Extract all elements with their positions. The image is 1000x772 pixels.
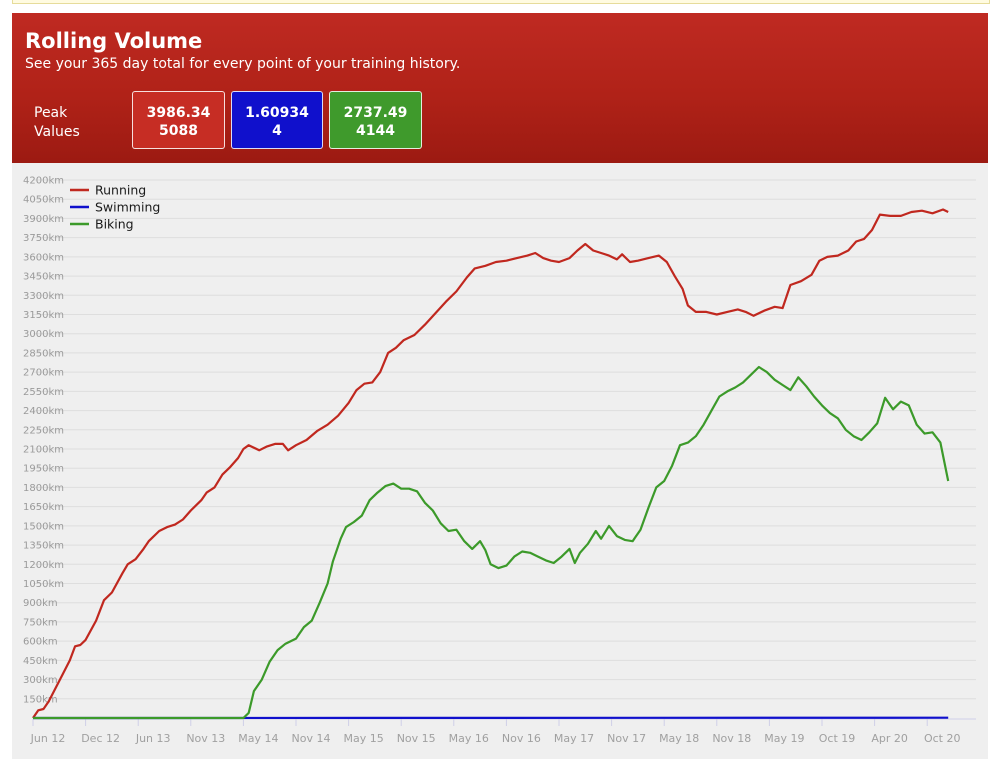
y-tick-label: 600km xyxy=(23,637,58,648)
y-tick-label: 4200km xyxy=(23,176,64,187)
y-tick-label: 1950km xyxy=(23,464,64,475)
y-tick-label: 3000km xyxy=(23,329,64,340)
y-tick-label: 3600km xyxy=(23,252,64,263)
x-tick-label: May 15 xyxy=(343,732,383,745)
x-tick-label: Jun 12 xyxy=(30,732,66,745)
peak-running-value: 3986.34 xyxy=(146,105,211,121)
y-tick-label: 150km xyxy=(23,694,58,705)
y-tick-label: 3750km xyxy=(23,233,64,244)
y-tick-label: 3450km xyxy=(23,272,64,283)
y-tick-label: 750km xyxy=(23,617,58,628)
x-tick-label: May 18 xyxy=(659,732,699,745)
x-tick-label: Jun 13 xyxy=(135,732,171,745)
y-tick-label: 300km xyxy=(23,675,58,686)
peak-running-id: 5088 xyxy=(159,123,198,139)
y-tick-label: 1050km xyxy=(23,579,64,590)
panel-header: Rolling Volume See your 365 day total fo… xyxy=(12,13,988,163)
x-tick-label: Oct 20 xyxy=(924,732,961,745)
y-tick-label: 1650km xyxy=(23,502,64,513)
x-tick-label: Nov 15 xyxy=(397,732,436,745)
y-tick-label: 4050km xyxy=(23,195,64,206)
y-tick-label: 1350km xyxy=(23,541,64,552)
x-tick-label: May 14 xyxy=(238,732,278,745)
peak-biking-badge: 2737.49 4144 xyxy=(329,91,422,149)
page-subtitle: See your 365 day total for every point o… xyxy=(25,56,461,72)
y-tick-label: 3300km xyxy=(23,291,64,302)
x-tick-label: May 17 xyxy=(554,732,594,745)
y-tick-label: 900km xyxy=(23,598,58,609)
page-title: Rolling Volume xyxy=(25,29,203,53)
y-tick-label: 1800km xyxy=(23,483,64,494)
top-notice-bar xyxy=(12,0,990,4)
y-tick-label: 2250km xyxy=(23,425,64,436)
y-tick-label: 2100km xyxy=(23,445,64,456)
x-tick-label: Oct 19 xyxy=(819,732,856,745)
x-tick-label: May 19 xyxy=(764,732,804,745)
x-tick-label: Nov 13 xyxy=(186,732,225,745)
y-tick-label: 2850km xyxy=(23,348,64,359)
x-tick-label: Dec 12 xyxy=(81,732,120,745)
peak-swimming-id: 4 xyxy=(272,123,282,139)
x-tick-label: May 16 xyxy=(449,732,489,745)
peak-label-line1: Peak xyxy=(34,105,68,121)
series-line-biking xyxy=(33,365,950,720)
peak-biking-id: 4144 xyxy=(356,123,395,139)
y-tick-label: 3150km xyxy=(23,310,64,321)
y-tick-label: 2700km xyxy=(23,368,64,379)
x-tick-label: Nov 18 xyxy=(712,732,751,745)
legend-label-swimming: Swimming xyxy=(95,200,160,215)
peak-running-badge: 3986.34 5088 xyxy=(132,91,225,149)
legend-label-running: Running xyxy=(95,183,146,198)
x-tick-label: Nov 17 xyxy=(607,732,646,745)
x-tick-label: Apr 20 xyxy=(871,732,908,745)
rolling-volume-panel: Rolling Volume See your 365 day total fo… xyxy=(12,13,988,759)
y-tick-label: 1500km xyxy=(23,521,64,532)
peak-label-line2: Values xyxy=(34,124,80,140)
y-tick-label: 2550km xyxy=(23,387,64,398)
y-tick-label: 3900km xyxy=(23,214,64,225)
peak-biking-value: 2737.49 xyxy=(343,105,408,121)
x-tick-label: Nov 16 xyxy=(502,732,541,745)
series-line-running xyxy=(32,208,949,719)
y-tick-label: 450km xyxy=(23,656,58,667)
x-tick-label: Nov 14 xyxy=(292,732,331,745)
peak-swimming-value: 1.60934 xyxy=(245,105,309,121)
legend-label-biking: Biking xyxy=(95,217,134,232)
y-tick-label: 1200km xyxy=(23,560,64,571)
peak-values-label: Peak Values xyxy=(34,104,80,142)
y-tick-label: 2400km xyxy=(23,406,64,417)
peak-swimming-badge: 1.60934 4 xyxy=(231,91,323,149)
